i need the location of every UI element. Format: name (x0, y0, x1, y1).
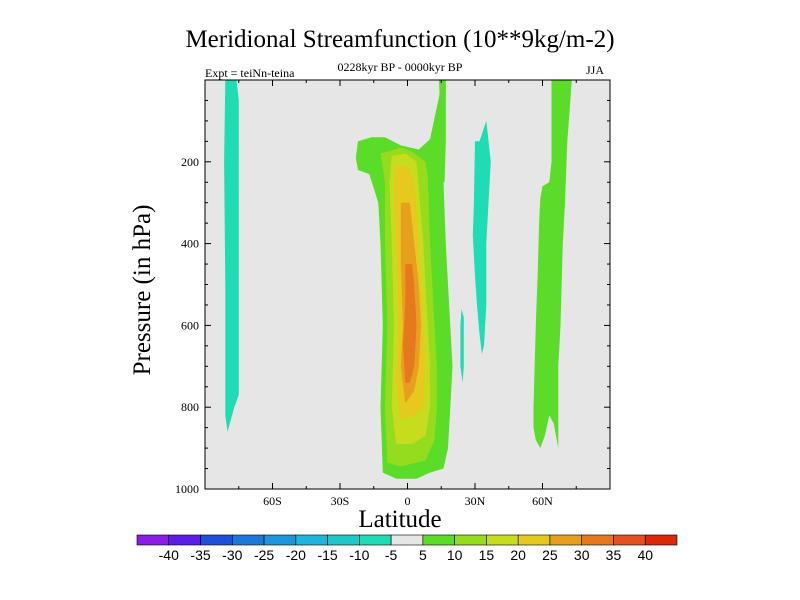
y-tick-label: 400 (181, 237, 199, 251)
colorbar-label: 30 (574, 547, 590, 563)
colorbar-swatch (613, 534, 646, 546)
colorbar-label: -10 (349, 547, 369, 563)
y-tick-label: 800 (181, 400, 199, 414)
x-tick-label: 60N (532, 494, 553, 508)
colorbar-swatch (549, 534, 583, 546)
colorbar-label: 25 (542, 547, 558, 563)
x-tick-label: 0 (405, 494, 411, 508)
colorbar-label: 10 (447, 547, 463, 563)
x-tick-label: 30N (465, 494, 486, 508)
colorbar-label: -20 (286, 547, 306, 563)
colorbar-label: -5 (385, 547, 398, 563)
colorbar-label: 15 (479, 547, 495, 563)
y-tick-label: 600 (181, 318, 199, 332)
colorbar-swatch (295, 534, 328, 546)
nh-high-lat-positive (533, 80, 572, 449)
y-tick-label: 1000 (175, 482, 199, 496)
colorbar-label: 20 (510, 547, 526, 563)
x-axis-label: Latitude (358, 506, 442, 533)
colorbar-label: -35 (190, 547, 210, 563)
colorbar-label: 40 (637, 547, 653, 563)
nh-subtropical-sliver (460, 309, 464, 383)
y-tick-label: 200 (181, 155, 199, 169)
colorbar-swatch (359, 534, 392, 546)
season-label: JJA (586, 63, 605, 77)
colorbar-swatch (581, 534, 614, 546)
colorbar-swatch (263, 534, 297, 546)
colorbar-swatch (644, 534, 678, 546)
colorbar-swatch (168, 534, 201, 546)
colorbar-label: -40 (159, 547, 179, 563)
sh-high-lat-cell (224, 80, 239, 432)
colorbar-swatch (422, 534, 455, 546)
colorbar-swatch (327, 534, 360, 546)
tropical-positive-30 (403, 264, 417, 383)
colorbar-label: 35 (606, 547, 622, 563)
colorbar-label: -15 (317, 547, 337, 563)
chart-subtitle: 0228kyr BP - 0000kyr BP (337, 60, 463, 74)
colorbar-swatch (517, 534, 551, 546)
colorbar-swatch (390, 534, 424, 546)
colorbar-label: -30 (222, 547, 242, 563)
x-tick-label: 60S (263, 494, 282, 508)
colorbar-swatch (200, 534, 233, 546)
colorbar-label: 5 (419, 547, 427, 563)
colorbar-swatch (136, 534, 170, 546)
chart-title: Meridional Streamfunction (10**9kg/m-2) (185, 26, 615, 53)
colorbar-swatch (454, 534, 487, 546)
colorbar-label: -25 (254, 547, 274, 563)
colorbar-swatch (486, 534, 519, 546)
nh-positive-strip (439, 80, 446, 183)
colorbar-swatch (231, 534, 265, 546)
experiment-label: Expt = teiNn-teina (205, 66, 295, 80)
nh-subtropical-cell (472, 120, 491, 355)
x-tick-label: 30S (331, 494, 350, 508)
